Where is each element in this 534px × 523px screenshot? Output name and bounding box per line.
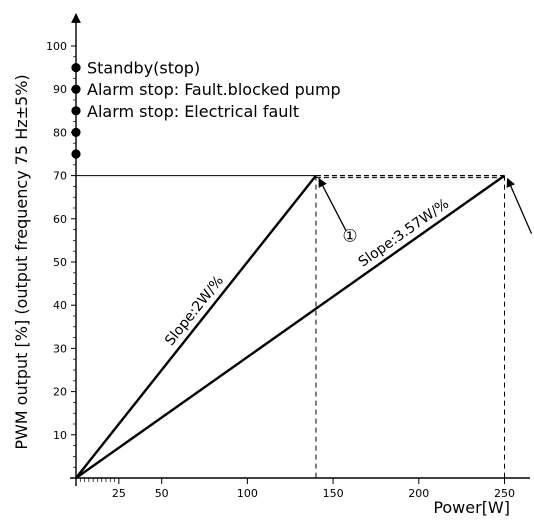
y-tick-label: 20 — [53, 386, 67, 399]
y-tick-label: 60 — [53, 213, 67, 226]
y-tick-label: 70 — [53, 170, 67, 183]
state-point-4 — [71, 127, 81, 137]
y-tick-label: 40 — [53, 299, 67, 312]
x-tick-label: 150 — [323, 487, 344, 500]
state-label-2: Alarm stop: Fault.blocked pump — [87, 80, 341, 99]
marker-1-label: ① — [342, 227, 357, 247]
y-tick-label: 80 — [53, 126, 67, 139]
x-tick-label: 200 — [408, 487, 429, 500]
state-point-3 — [71, 106, 81, 116]
y-axis-title: PWM output [%] (output frequency 75 Hz±5… — [12, 74, 31, 449]
marker-2-label: ② — [533, 249, 534, 269]
state-point-5 — [71, 149, 81, 159]
state-point-1 — [71, 63, 81, 73]
state-label-3: Alarm stop: Electrical fault — [87, 102, 299, 121]
y-tick-label: 30 — [53, 342, 67, 355]
x-tick-label: 50 — [155, 487, 169, 500]
slope-label-1: Slope:2W/% — [162, 273, 227, 349]
y-tick-label: 50 — [53, 256, 67, 269]
slope-label-2: Slope:3.57W/% — [356, 196, 452, 271]
x-axis-title: Power[W] — [433, 498, 510, 517]
x-tick-label: 250 — [494, 487, 515, 500]
series-line-1 — [75, 174, 317, 479]
state-point-2 — [71, 84, 81, 94]
y-tick-label: 100 — [46, 40, 67, 53]
y-tick-label: 10 — [53, 429, 67, 442]
y-tick-label: 90 — [53, 83, 67, 96]
x-tick-label: 25 — [112, 487, 126, 500]
series-line-2 — [75, 174, 506, 479]
marker-1-arrow — [318, 177, 347, 231]
state-label-1: Standby(stop) — [87, 59, 200, 78]
x-tick-label: 100 — [237, 487, 258, 500]
marker-2-arrow — [506, 177, 533, 234]
